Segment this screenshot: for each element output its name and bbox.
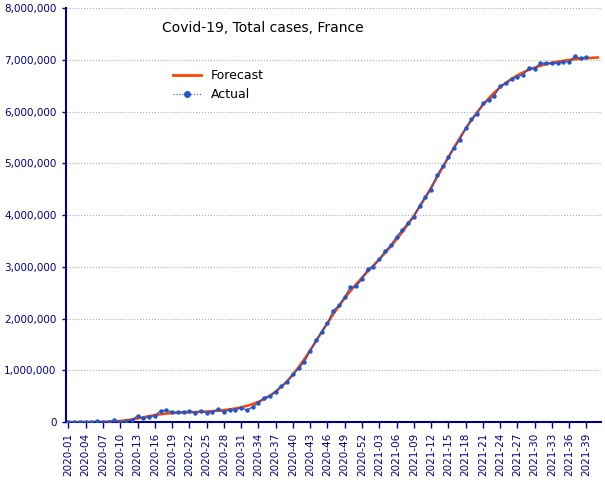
Forecast [594,55,601,60]
Actual [566,59,573,65]
Actual [502,81,509,86]
Text: Covid-19, Total cases, France: Covid-19, Total cases, France [162,21,364,35]
Line: Forecast: Forecast [68,58,598,422]
Actual [577,56,584,61]
Forecast [151,412,159,418]
Line: Actual: Actual [67,54,589,424]
Forecast [65,419,72,425]
Legend: Forecast, Actual: Forecast, Actual [168,64,269,107]
Actual [186,408,193,414]
Actual [128,417,136,422]
Actual [583,54,590,60]
Actual [197,408,204,414]
Forecast [433,175,440,180]
Forecast [330,312,337,317]
Forecast [485,96,492,101]
Actual [571,53,578,59]
Actual [65,419,72,425]
Forecast [134,416,141,421]
Forecast [174,410,182,416]
